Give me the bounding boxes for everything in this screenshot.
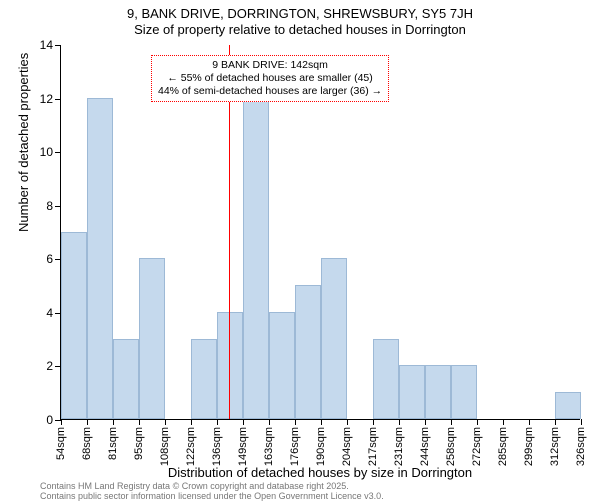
footer-line-1: Contains HM Land Registry data © Crown c… [40,481,349,491]
x-tick-label: 326sqm [575,427,587,466]
property-size-histogram: 9, BANK DRIVE, DORRINGTON, SHREWSBURY, S… [0,0,600,500]
x-tick-label: 258sqm [445,427,457,466]
x-tick [347,419,348,425]
histogram-bar [113,339,139,419]
x-tick [87,419,88,425]
y-tick-label: 2 [46,359,53,373]
x-tick [529,419,530,425]
x-tick-label: 68sqm [81,427,93,460]
x-tick [321,419,322,425]
histogram-bar [555,392,581,419]
histogram-bar [451,365,477,419]
y-tick-label: 12 [40,92,53,106]
y-tick-label: 0 [46,413,53,427]
x-tick [503,419,504,425]
y-tick-label: 4 [46,306,53,320]
x-tick-label: 204sqm [341,427,353,466]
chart-title-main: 9, BANK DRIVE, DORRINGTON, SHREWSBURY, S… [0,6,600,21]
x-tick [217,419,218,425]
chart-title-sub: Size of property relative to detached ho… [0,22,600,37]
plot-area: 0246810121454sqm68sqm81sqm95sqm108sqm122… [60,45,580,420]
x-tick [477,419,478,425]
x-tick-label: 299sqm [523,427,535,466]
annotation-line: ← 55% of detached houses are smaller (45… [158,72,382,85]
y-tick [55,99,61,100]
y-tick-label: 10 [40,145,53,159]
y-tick-label: 14 [40,38,53,52]
x-tick [581,419,582,425]
histogram-bar [321,258,347,419]
x-tick [373,419,374,425]
x-tick [425,419,426,425]
x-tick [295,419,296,425]
x-tick-label: 136sqm [211,427,223,466]
x-tick [269,419,270,425]
x-tick [113,419,114,425]
x-tick-label: 190sqm [315,427,327,466]
x-axis-label: Distribution of detached houses by size … [60,465,580,480]
histogram-bar [399,365,425,419]
histogram-bar [191,339,217,419]
histogram-bar [295,285,321,419]
histogram-bar [87,98,113,419]
x-tick-label: 217sqm [367,427,379,466]
y-tick [55,206,61,207]
x-tick-label: 244sqm [419,427,431,466]
x-tick-label: 149sqm [237,427,249,466]
x-tick [243,419,244,425]
x-tick-label: 81sqm [107,427,119,460]
x-tick [165,419,166,425]
x-tick-label: 163sqm [263,427,275,466]
x-tick-label: 176sqm [289,427,301,466]
x-tick [191,419,192,425]
histogram-bar [243,98,269,419]
x-tick-label: 285sqm [497,427,509,466]
y-tick-label: 8 [46,199,53,213]
x-tick [61,419,62,425]
histogram-bar [425,365,451,419]
histogram-bar [61,232,87,420]
x-tick [555,419,556,425]
x-tick [139,419,140,425]
annotation-box: 9 BANK DRIVE: 142sqm← 55% of detached ho… [151,55,389,102]
x-tick-label: 272sqm [471,427,483,466]
x-tick-label: 312sqm [549,427,561,466]
x-tick-label: 108sqm [159,427,171,466]
x-tick [451,419,452,425]
histogram-bar [269,312,295,419]
y-tick-label: 6 [46,252,53,266]
y-tick [55,45,61,46]
x-tick [399,419,400,425]
x-tick-label: 95sqm [133,427,145,460]
x-tick-label: 54sqm [55,427,67,460]
x-tick-label: 231sqm [393,427,405,466]
y-axis-label: Number of detached properties [16,53,31,232]
histogram-bar [373,339,399,419]
x-tick-label: 122sqm [185,427,197,466]
histogram-bar [139,258,165,419]
annotation-line: 9 BANK DRIVE: 142sqm [158,59,382,72]
annotation-line: 44% of semi-detached houses are larger (… [158,85,382,98]
y-tick [55,152,61,153]
